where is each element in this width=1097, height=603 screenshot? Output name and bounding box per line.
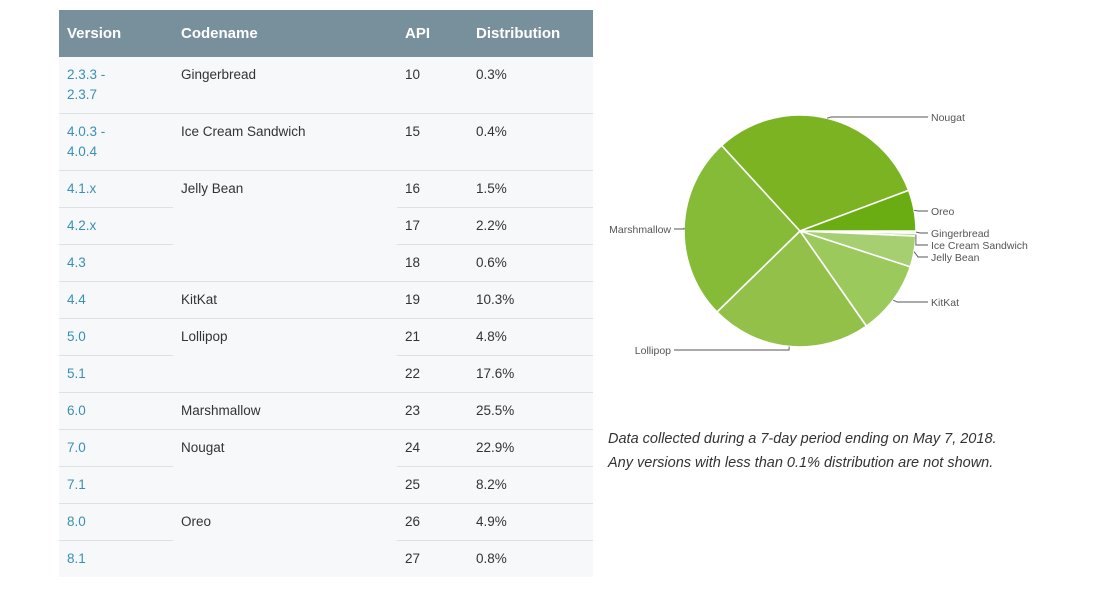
codename-cell: Jelly Bean — [173, 170, 397, 282]
version-link[interactable]: 4.2.x — [59, 207, 173, 245]
version-line-1[interactable]: 2.3.3 - — [67, 67, 106, 82]
api-cell: 15 — [397, 113, 468, 171]
table-row: 4.4 KitKat 19 10.3% — [59, 281, 593, 319]
distribution-table-container: Version Codename API Distribution 2.3.3 … — [59, 10, 593, 577]
header-version: Version — [59, 10, 173, 57]
api-cell: 10 — [405, 67, 421, 82]
codename-cell: Nougat — [173, 429, 397, 504]
distribution-cell: 17.6% — [468, 355, 593, 393]
caption-line-1: Data collected during a 7-day period end… — [608, 431, 997, 447]
api-cell: 17 — [397, 207, 468, 245]
distribution-cell: 0.4% — [468, 113, 593, 171]
leader-line — [826, 116, 928, 119]
codename-cell: Lollipop — [173, 318, 397, 393]
table-row: 6.0 Marshmallow 23 25.5% — [59, 392, 593, 430]
version-link[interactable]: 7.1 — [59, 466, 173, 504]
pie-label: Nougat — [931, 112, 965, 124]
table-row: 2.3.3 - 2.3.7 Gingerbread 10 0.3% — [59, 57, 593, 114]
api-cell: 21 — [397, 318, 468, 356]
leader-line — [674, 227, 685, 230]
version-link[interactable]: 5.1 — [59, 355, 173, 393]
distribution-cell: 0.3% — [476, 67, 507, 82]
version-link[interactable]: 2.3.3 - 2.3.7 — [59, 57, 173, 114]
pie-label: Marshmallow — [609, 224, 671, 236]
header-codename: Codename — [173, 10, 397, 57]
pie-slice-kitkat — [797, 229, 912, 328]
distribution-cell: 25.5% — [468, 392, 593, 430]
table-row: 5.1 22 17.6% — [59, 355, 593, 393]
api-cell: 25 — [397, 466, 468, 504]
codename-cell: Ice Cream Sandwich — [173, 113, 397, 171]
table-row: 8.1 27 0.8% — [59, 540, 593, 577]
api-cell: 19 — [397, 281, 468, 319]
table-row: 4.3 18 0.6% — [59, 244, 593, 282]
table-row: 4.1.x Jelly Bean 16 1.5% — [59, 170, 593, 282]
pie-slices — [683, 114, 917, 348]
version-link[interactable]: 4.4 — [59, 281, 173, 319]
leader-line — [914, 209, 928, 212]
table-row: 5.0 Lollipop 21 4.8% — [59, 318, 593, 393]
pie-slice-lollipop — [715, 229, 868, 348]
codename-cell: Gingerbread — [181, 67, 257, 82]
distribution-cell: 4.8% — [468, 318, 593, 356]
version-line-2[interactable]: 4.0.4 — [67, 144, 98, 159]
table-row: 7.1 25 8.2% — [59, 466, 593, 504]
version-link[interactable]: 6.0 — [59, 392, 173, 430]
leader-line — [915, 234, 928, 246]
pie-label: Oreo — [931, 206, 955, 218]
version-line-2[interactable]: 2.3.7 — [67, 87, 98, 102]
leader-line — [913, 251, 928, 258]
table-row: 8.0 Oreo 26 4.9% — [59, 503, 593, 577]
table-header-row: Version Codename API Distribution — [59, 10, 593, 57]
version-link[interactable]: 4.0.3 - 4.0.4 — [59, 113, 173, 171]
table-row: 4.2.x 17 2.2% — [59, 207, 593, 245]
leader-line — [893, 299, 928, 303]
leader-line — [915, 231, 928, 234]
api-cell: 22 — [397, 355, 468, 393]
version-link[interactable]: 8.1 — [59, 540, 173, 577]
pie-label: Gingerbread — [931, 228, 990, 240]
api-cell: 18 — [397, 244, 468, 282]
api-cell: 27 — [397, 540, 468, 577]
pie-leader-lines — [674, 116, 928, 351]
version-link[interactable]: 5.0 — [59, 318, 173, 356]
distribution-cell: 2.2% — [468, 207, 593, 245]
codename-cell: Oreo — [173, 503, 397, 577]
header-api: API — [397, 10, 468, 57]
data-caption: Data collected during a 7-day period end… — [608, 427, 997, 475]
distribution-cell: 8.2% — [468, 466, 593, 504]
distribution-cell: 22.9% — [468, 429, 593, 467]
distribution-table: Version Codename API Distribution 2.3.3 … — [59, 10, 593, 577]
table-row: 4.0.3 - 4.0.4 Ice Cream Sandwich 15 0.4% — [59, 113, 593, 171]
header-distribution: Distribution — [468, 10, 593, 57]
distribution-cell: 0.8% — [468, 540, 593, 577]
pie-label: Jelly Bean — [931, 252, 980, 264]
distribution-cell: 0.6% — [468, 244, 593, 282]
distribution-cell: 1.5% — [468, 170, 593, 208]
distribution-cell: 4.9% — [468, 503, 593, 541]
distribution-cell: 10.3% — [468, 281, 593, 319]
pie-slice-oreo — [799, 189, 917, 232]
pie-label: Ice Cream Sandwich — [931, 240, 1028, 252]
version-line-1[interactable]: 4.0.3 - — [67, 124, 106, 139]
api-cell: 23 — [397, 392, 468, 430]
pie-label: Lollipop — [635, 345, 671, 357]
table-row: 7.0 Nougat 24 22.9% — [59, 429, 593, 504]
api-cell: 24 — [397, 429, 468, 467]
version-link[interactable]: 4.1.x — [59, 170, 173, 208]
distribution-pie-chart: Gingerbread Ice Cream Sandwich Jelly Bean K… — [596, 100, 1066, 370]
leader-line — [674, 346, 790, 351]
version-link[interactable]: 8.0 — [59, 503, 173, 541]
pie-slice-nougat — [720, 114, 910, 232]
api-cell: 16 — [397, 170, 468, 208]
api-cell: 26 — [397, 503, 468, 541]
version-link[interactable]: 7.0 — [59, 429, 173, 467]
version-link[interactable]: 4.3 — [59, 244, 173, 282]
codename-cell: KitKat — [173, 281, 397, 319]
caption-line-2: Any versions with less than 0.1% distrib… — [608, 455, 994, 471]
codename-cell: Marshmallow — [173, 392, 397, 430]
pie-label: KitKat — [931, 297, 959, 309]
